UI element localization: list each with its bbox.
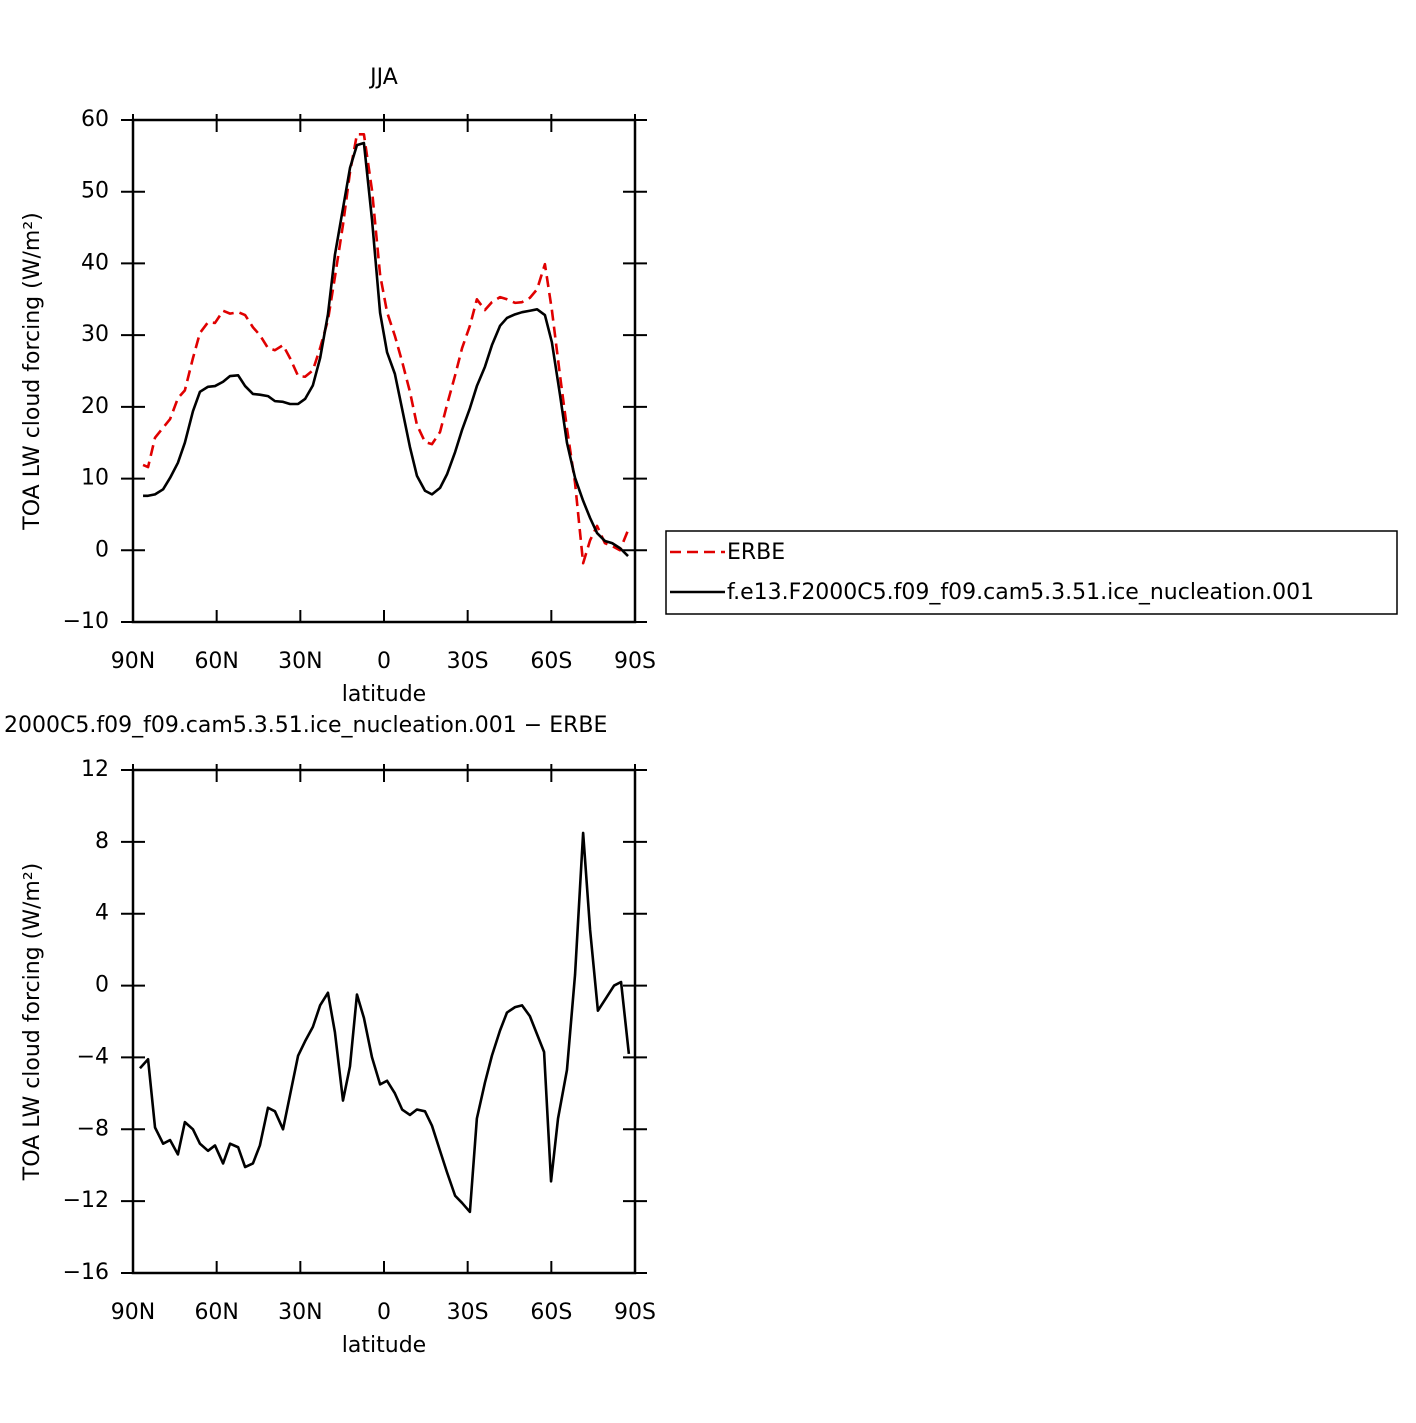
y-tick-label: 50 <box>81 179 109 204</box>
y-tick-label: −4 <box>77 1044 109 1069</box>
legend-label: f.e13.F2000C5.f09_f09.cam5.3.51.ice_nucl… <box>727 580 1314 605</box>
chart-title: 2000C5.f09_f09.cam5.3.51.ice_nucleation.… <box>4 713 607 738</box>
x-axis-label: latitude <box>342 1333 426 1358</box>
y-axis-label: TOA LW cloud forcing (W/m²) <box>20 863 45 1181</box>
y-tick-label: −16 <box>63 1260 109 1285</box>
legend-box <box>665 530 1398 615</box>
x-tick-label: 0 <box>377 649 391 674</box>
legend-label: ERBE <box>727 540 785 565</box>
data-line <box>139 831 631 1214</box>
plot-frame <box>131 118 637 624</box>
y-tick-label: 12 <box>81 757 109 782</box>
y-tick-label: 8 <box>95 829 109 854</box>
x-tick-label: 90N <box>111 1300 155 1325</box>
x-tick-label: 60N <box>194 649 238 674</box>
y-tick-label: −12 <box>63 1188 109 1213</box>
y-tick-label: 60 <box>81 107 109 132</box>
x-tick-label: 30N <box>278 649 322 674</box>
plot-frame <box>131 768 637 1275</box>
y-tick-label: 20 <box>81 394 109 419</box>
x-tick-label: 60S <box>530 649 572 674</box>
chart-title: JJA <box>368 65 398 90</box>
x-axis-label: latitude <box>342 682 426 707</box>
x-tick-label: 90N <box>111 649 155 674</box>
x-tick-label: 30S <box>447 649 489 674</box>
y-tick-label: 30 <box>81 322 109 347</box>
x-tick-label: 60S <box>530 1300 572 1325</box>
data-line <box>143 141 629 557</box>
x-tick-label: 90S <box>614 1300 656 1325</box>
y-tick-label: −8 <box>77 1116 109 1141</box>
x-tick-label: 60N <box>194 1300 238 1325</box>
y-tick-label: 0 <box>95 537 109 562</box>
y-tick-label: 10 <box>81 466 109 491</box>
y-tick-label: 0 <box>95 973 109 998</box>
y-tick-label: 40 <box>81 250 109 275</box>
x-tick-label: 30S <box>447 1300 489 1325</box>
y-tick-label: −10 <box>63 609 109 634</box>
x-tick-label: 0 <box>377 1300 391 1325</box>
y-axis-label: TOA LW cloud forcing (W/m²) <box>20 212 45 530</box>
x-tick-label: 90S <box>614 649 656 674</box>
x-tick-label: 30N <box>278 1300 322 1325</box>
y-tick-label: 4 <box>95 901 109 926</box>
